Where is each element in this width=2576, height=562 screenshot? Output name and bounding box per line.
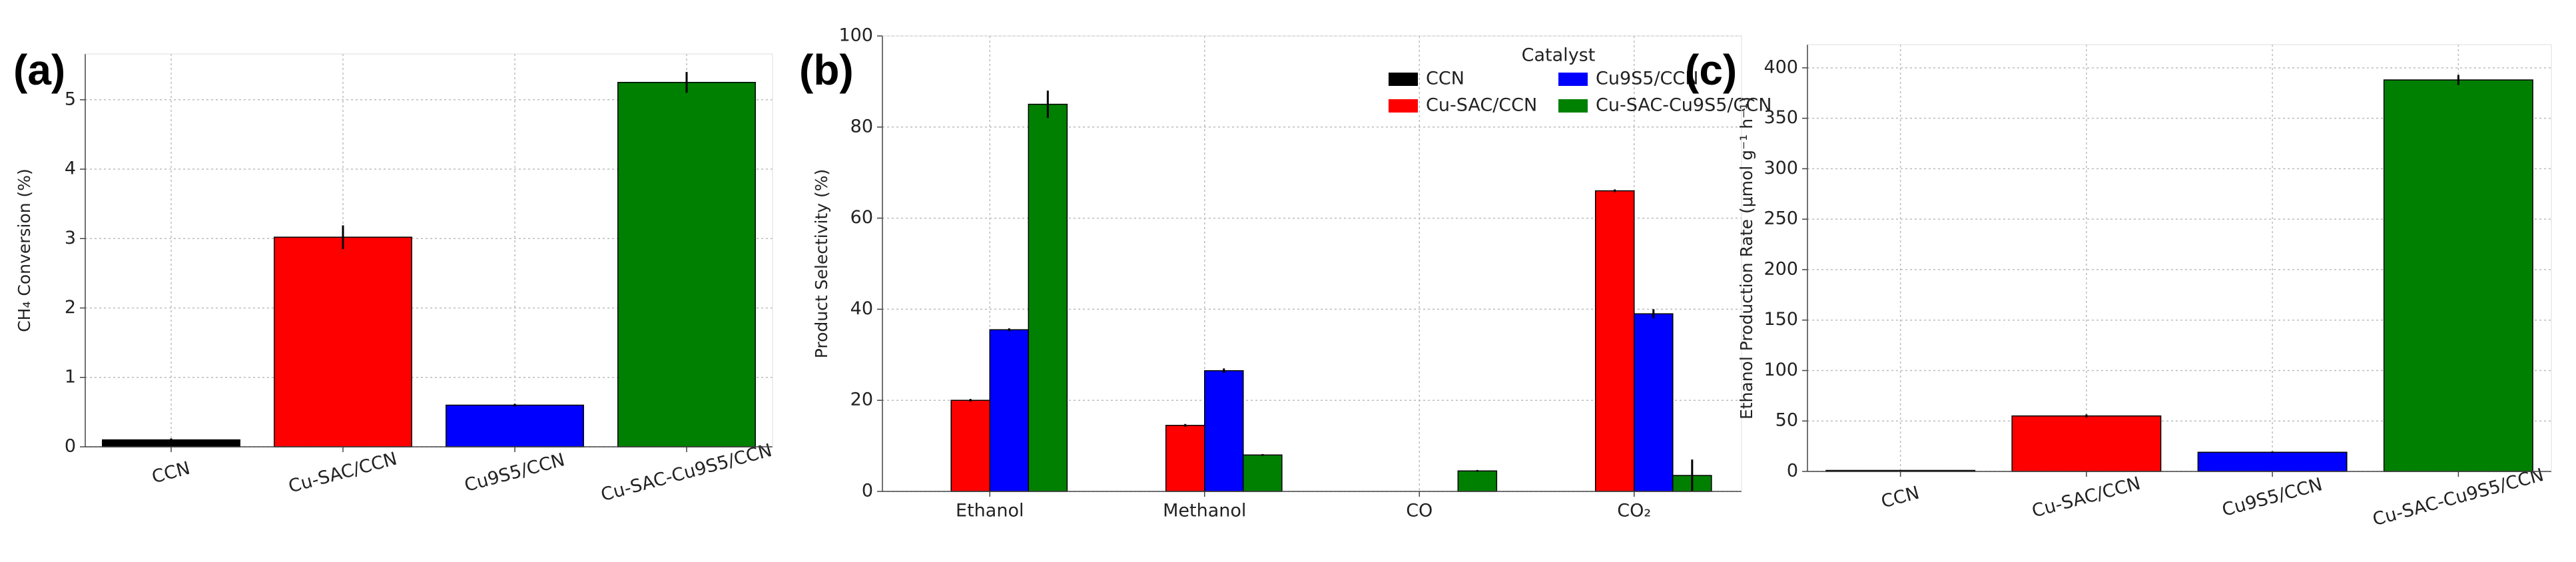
legend-label: CCN <box>1426 69 1464 89</box>
legend-title: Catalyst <box>1522 45 1596 66</box>
y-tick-label: 4 <box>65 158 76 179</box>
y-tick-label: 2 <box>65 297 76 318</box>
legend-swatch <box>1558 73 1588 86</box>
y-tick-label: 150 <box>1764 309 1798 330</box>
y-tick-label: 100 <box>1764 360 1798 380</box>
bar <box>1028 103 1068 492</box>
legend-label: Cu-SAC/CCN <box>1426 95 1537 116</box>
y-tick-label: 80 <box>850 116 873 137</box>
x-tick-label: CCN <box>1879 483 1921 513</box>
panel: 0 50 100 150 200 250 300 350 400 CCN Cu-SAC/CCN Cu9… <box>1685 44 2552 530</box>
y-tick-label: 400 <box>1764 57 1798 77</box>
bar <box>1204 370 1244 492</box>
legend-label: Cu9S5/CCN <box>1596 69 1698 89</box>
bar <box>2383 79 2533 472</box>
bar <box>2011 415 2162 472</box>
panel: 0 20 40 60 80 100 Ethanol Methanol CO CO₂ Catalyst… <box>799 25 1771 521</box>
bar <box>274 236 412 447</box>
bar <box>989 329 1030 492</box>
x-tick-label: Cu9S5/CCN <box>2220 474 2324 521</box>
y-tick-label: 50 <box>1775 410 1798 431</box>
y-tick-label: 1 <box>65 366 76 387</box>
bar <box>1634 313 1674 492</box>
y-tick-label: 0 <box>65 436 76 457</box>
y-axis-label: Product Selectivity (%) <box>812 169 831 359</box>
x-tick-label: Cu9S5/CCN <box>462 449 567 496</box>
panel-label: (b) <box>799 46 854 94</box>
x-tick-label: Cu-SAC/CCN <box>2030 473 2143 521</box>
y-tick-label: 350 <box>1764 107 1798 128</box>
y-tick-label: 20 <box>850 390 873 410</box>
bar <box>2197 451 2348 472</box>
bar <box>950 400 990 492</box>
y-tick-label: 0 <box>1787 461 1798 481</box>
y-axis-label: Ethanol Production Rate (μmol g⁻¹ h⁻¹) <box>1737 97 1756 420</box>
panel-label: (a) <box>13 46 65 94</box>
x-tick-label: Methanol <box>1163 501 1246 521</box>
legend-swatch <box>1389 99 1418 113</box>
x-tick-label: Ethanol <box>956 501 1024 521</box>
y-tick-label: 250 <box>1764 208 1798 229</box>
x-tick-label: CO₂ <box>1617 501 1651 521</box>
y-tick-label: 60 <box>850 207 873 228</box>
y-tick-label: 5 <box>65 89 76 109</box>
y-axis-label: CH₄ Conversion (%) <box>15 168 34 332</box>
bar <box>446 404 584 447</box>
x-tick-label: Cu-SAC/CCN <box>286 448 400 497</box>
panel-label: (c) <box>1685 46 1737 94</box>
legend-swatch <box>1558 99 1588 113</box>
bar <box>1594 190 1635 492</box>
y-tick-label: 0 <box>862 481 873 501</box>
y-tick-label: 200 <box>1764 258 1798 279</box>
legend-swatch <box>1389 73 1418 86</box>
bar <box>1243 454 1283 492</box>
x-tick-label: CCN <box>150 458 192 488</box>
bar <box>617 81 756 447</box>
x-tick-label: CO <box>1406 501 1433 521</box>
bar <box>1457 470 1498 492</box>
y-tick-label: 40 <box>850 298 873 319</box>
y-tick-label: 3 <box>65 228 76 248</box>
y-tick-label: 100 <box>838 25 873 46</box>
bar <box>1165 425 1205 492</box>
y-tick-label: 300 <box>1764 158 1798 178</box>
legend-label: Cu-SAC-Cu9S5/CCN <box>1596 95 1771 116</box>
